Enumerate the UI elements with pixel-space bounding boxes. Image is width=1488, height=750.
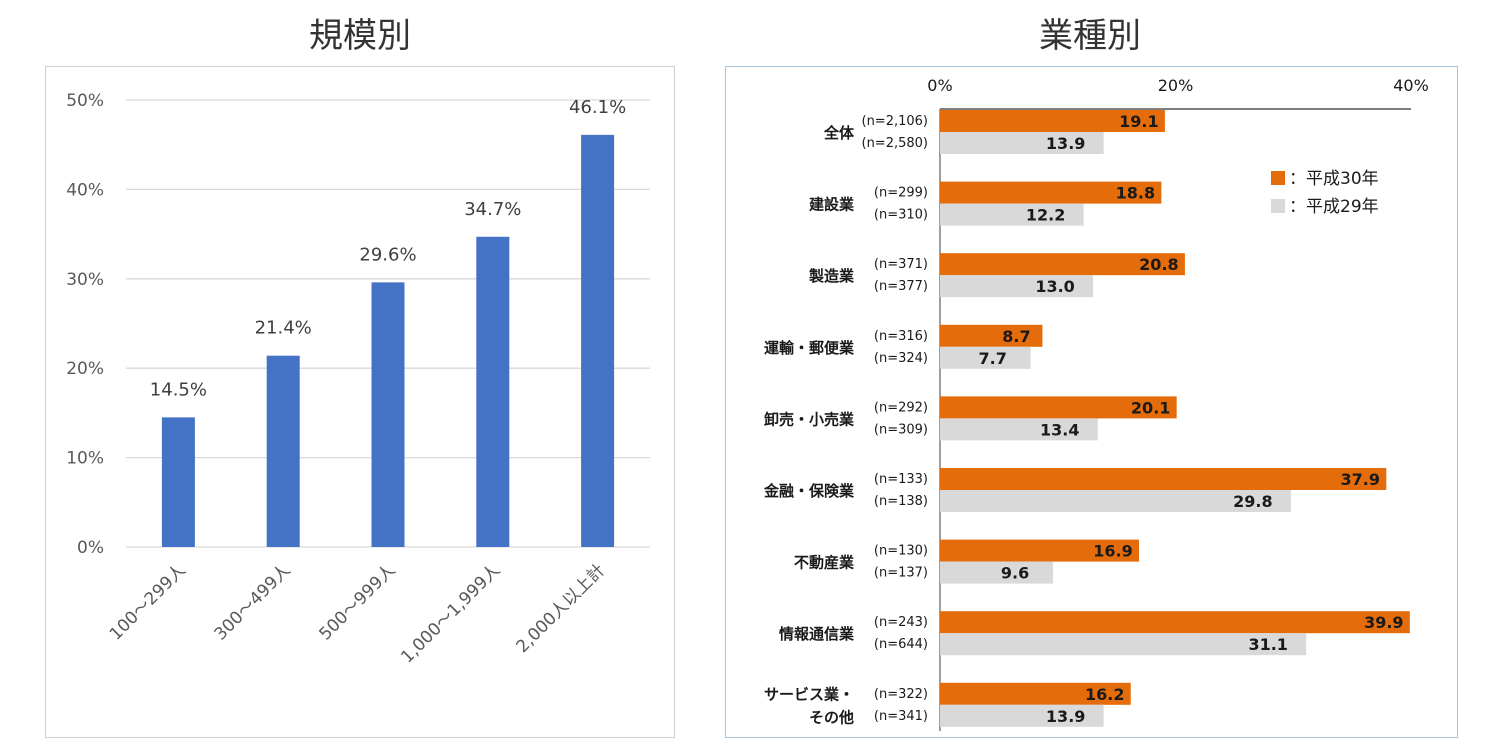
bar-h29 <box>940 490 1291 512</box>
category-label: 製造業 <box>808 267 855 285</box>
bar-h30 <box>940 611 1410 634</box>
category-label: 卸売・小売業 <box>764 410 855 428</box>
bar <box>371 282 405 547</box>
legend-swatch-h30 <box>1271 171 1285 185</box>
sample-size-label: (n=299) <box>874 186 928 201</box>
sample-size-label: (n=644) <box>874 637 928 652</box>
bar <box>581 134 615 547</box>
bar-h30 <box>940 468 1387 490</box>
bar-h30 <box>940 539 1139 562</box>
bar <box>266 355 300 547</box>
category-label: 運輸・郵便業 <box>764 339 855 357</box>
data-label-h29: 13.4 <box>1040 420 1079 439</box>
sample-size-label: (n=2,580) <box>862 136 929 151</box>
sample-size-label: (n=130) <box>874 544 928 559</box>
category-label: その他 <box>809 708 854 726</box>
x-tick-label: 500～999人 <box>315 560 399 644</box>
y-tick-label: 0% <box>77 538 104 558</box>
sample-size-label: (n=2,106) <box>862 114 929 129</box>
legend-swatch-h29 <box>1271 199 1285 213</box>
bar-h29 <box>940 704 1104 727</box>
bar-h30 <box>940 181 1162 204</box>
y-tick-label: 20% <box>66 359 104 379</box>
legend-label-h30: ：平成30年 <box>1289 169 1379 189</box>
data-label-h30: 19.1 <box>1119 112 1158 131</box>
data-label-h29: 12.2 <box>1026 206 1065 225</box>
sample-size-label: (n=316) <box>874 329 928 344</box>
bar-h29 <box>940 561 1054 584</box>
category-label: 情報通信業 <box>779 625 855 643</box>
bar-h29 <box>940 633 1307 656</box>
sample-size-label: (n=133) <box>874 472 928 487</box>
x-tick-label: 20% <box>1158 76 1194 95</box>
bar-h30 <box>940 253 1185 276</box>
right-chart-title: 業種別 <box>1039 16 1141 56</box>
left-chart-title: 規模別 <box>309 16 411 56</box>
sample-size-label: (n=309) <box>874 422 928 437</box>
data-label: 21.4% <box>255 318 312 339</box>
category-label: 全体 <box>823 124 855 142</box>
category-label: 金融・保険業 <box>763 482 855 500</box>
sample-size-label: (n=324) <box>874 351 928 366</box>
size-bar-chart: 0% 10% 20% 30% 40% 50% 14.5% 100～299人 21.4% 300～4… <box>66 91 650 667</box>
sample-size-label: (n=292) <box>874 400 928 415</box>
bar-h30 <box>940 110 1165 132</box>
bar-h29 <box>940 418 1098 441</box>
sample-size-label: (n=377) <box>874 279 928 294</box>
industry-chart-panel: 0% 20% 40% 19.1 13.9 (n=2,106) (n=2,580) 全体 18.8… <box>725 66 1458 738</box>
data-label-h29: 7.7 <box>978 349 1006 368</box>
bar <box>476 236 510 548</box>
sample-size-label: (n=137) <box>874 566 928 581</box>
bar-h29 <box>940 275 1094 298</box>
x-tick-label: 0% <box>927 76 952 95</box>
bar-h30 <box>940 396 1177 419</box>
x-tick-label: 1,000～1,999人 <box>397 560 504 667</box>
bar-h29 <box>940 346 1031 369</box>
y-tick-label: 30% <box>66 270 104 290</box>
sample-size-label: (n=310) <box>874 208 928 223</box>
y-tick-label: 10% <box>66 449 104 469</box>
bar-h30 <box>940 324 1043 347</box>
sample-size-label: (n=371) <box>874 257 928 272</box>
x-tick-label: 40% <box>1393 76 1429 95</box>
data-label-h29: 13.9 <box>1046 707 1085 726</box>
data-label-h30: 20.8 <box>1139 255 1178 274</box>
legend-label-h29: ：平成29年 <box>1289 197 1379 217</box>
data-label-h29: 31.1 <box>1248 635 1287 654</box>
data-label-h30: 8.7 <box>1002 327 1030 346</box>
data-label-h30: 37.9 <box>1341 470 1380 489</box>
data-label-h30: 16.9 <box>1093 542 1132 561</box>
y-tick-label: 50% <box>66 91 104 111</box>
bar-h30 <box>940 682 1131 705</box>
data-label: 29.6% <box>359 244 416 265</box>
data-label-h29: 13.0 <box>1035 277 1074 296</box>
data-label: 46.1% <box>569 97 626 118</box>
industry-bar-chart: 0% 20% 40% 19.1 13.9 (n=2,106) (n=2,580) 全体 18.8… <box>763 76 1429 731</box>
data-label-h29: 13.9 <box>1046 134 1085 153</box>
sample-size-label: (n=341) <box>874 709 928 724</box>
category-label: サービス業・ <box>764 685 854 703</box>
bar-h29 <box>940 203 1084 226</box>
data-label-h30: 20.1 <box>1131 398 1170 417</box>
x-tick-label: 2,000人以上計 <box>512 560 609 657</box>
sample-size-label: (n=322) <box>874 687 928 702</box>
data-label-h29: 9.6 <box>1001 564 1029 583</box>
y-tick-label: 40% <box>66 180 104 200</box>
category-label: 建設業 <box>809 196 855 214</box>
data-label-h30: 16.2 <box>1085 685 1124 704</box>
x-tick-label: 300～499人 <box>211 560 295 644</box>
category-label: 不動産業 <box>794 554 855 572</box>
data-label-h30: 39.9 <box>1364 613 1403 632</box>
data-label: 14.5% <box>150 379 207 400</box>
bar <box>161 417 195 547</box>
size-chart-panel: 0% 10% 20% 30% 40% 50% 14.5% 100～299人 21.4% 300～4… <box>45 66 675 738</box>
sample-size-label: (n=138) <box>874 494 928 509</box>
data-label: 34.7% <box>464 199 521 220</box>
bar-h29 <box>940 132 1104 154</box>
x-tick-label: 100～299人 <box>106 560 190 644</box>
data-label-h30: 18.8 <box>1116 184 1155 203</box>
data-label-h29: 29.8 <box>1233 492 1272 511</box>
sample-size-label: (n=243) <box>874 615 928 630</box>
